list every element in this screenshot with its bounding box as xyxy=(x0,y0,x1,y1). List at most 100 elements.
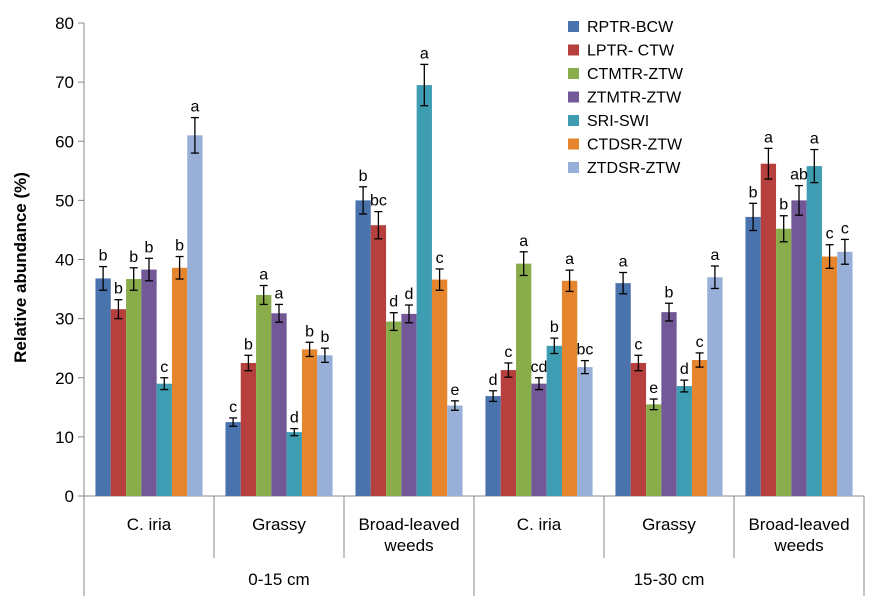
significance-letter: b xyxy=(114,281,123,298)
legend-label: LPTR- CTW xyxy=(587,43,675,60)
bar xyxy=(447,405,463,496)
category-label: C. iria xyxy=(127,515,172,534)
bar xyxy=(171,267,188,496)
bar xyxy=(561,280,578,496)
bar xyxy=(271,313,287,496)
significance-letter: d xyxy=(389,294,398,311)
legend-label: ZTMTR-ZTW xyxy=(587,90,682,107)
legend: RPTR-BCW LPTR- CTW CTMTR-ZTW ZTMTR-ZTW SRI-S… xyxy=(568,19,684,177)
bar xyxy=(630,362,647,496)
legend-label: CTMTR-ZTW xyxy=(587,66,684,83)
bar xyxy=(791,200,807,496)
group-label: 0-15 cm xyxy=(248,570,309,589)
bar xyxy=(516,263,532,496)
bar xyxy=(416,85,432,497)
bar xyxy=(806,166,822,496)
category-label: Grassy xyxy=(642,515,696,534)
significance-letter: b xyxy=(145,239,154,256)
category-label: C. iria xyxy=(517,515,562,534)
significance-letter: b xyxy=(99,248,108,265)
y-tick-label: 60 xyxy=(55,132,74,151)
category-label: weeds xyxy=(383,536,433,555)
bar xyxy=(615,283,631,496)
bar xyxy=(691,360,708,496)
category-label: Broad-leaved xyxy=(358,515,459,534)
bar xyxy=(546,345,562,496)
bar xyxy=(141,269,157,496)
bar xyxy=(485,396,501,496)
y-axis-title: Relative abundance (%) xyxy=(11,172,30,363)
y-tick-label: 70 xyxy=(55,73,74,92)
significance-letter: c xyxy=(634,336,642,353)
legend-swatch xyxy=(568,162,579,173)
y-tick-label: 30 xyxy=(55,310,74,329)
bar xyxy=(355,200,371,496)
category-label: Grassy xyxy=(252,515,306,534)
significance-letter: c xyxy=(696,334,704,351)
significance-letter: a xyxy=(519,233,528,250)
y-tick-label: 80 xyxy=(55,14,74,33)
bar xyxy=(661,312,677,496)
legend-swatch xyxy=(568,91,579,103)
significance-letter: d xyxy=(489,372,498,389)
significance-letter: c xyxy=(504,344,512,361)
significance-letter: d xyxy=(405,286,414,303)
significance-letter: c xyxy=(841,220,849,237)
significance-letter: b xyxy=(175,238,184,255)
bar xyxy=(431,279,448,496)
bar xyxy=(95,278,111,496)
legend-swatch xyxy=(568,115,579,126)
legend-label: CTDSR-ZTW xyxy=(587,137,683,154)
category-label: weeds xyxy=(773,536,823,555)
bar xyxy=(225,422,241,496)
bar xyxy=(110,309,127,496)
bar xyxy=(646,404,662,496)
significance-letter: b xyxy=(305,323,314,340)
y-tick-label: 40 xyxy=(55,251,74,270)
legend-swatch xyxy=(568,44,579,56)
significance-letter: d xyxy=(680,361,689,378)
significance-letter: a xyxy=(259,267,268,284)
significance-letter: e xyxy=(450,382,459,399)
legend-label: RPTR-BCW xyxy=(587,19,674,36)
significance-letter: bc xyxy=(576,342,593,359)
significance-letter: ab xyxy=(790,167,808,184)
legend-swatch xyxy=(568,138,579,150)
significance-letter: b xyxy=(779,197,788,214)
bar xyxy=(126,279,142,496)
significance-letter: a xyxy=(565,251,574,268)
significance-letter: a xyxy=(810,131,819,148)
legend-swatch xyxy=(568,68,579,79)
bar xyxy=(386,321,402,496)
bar xyxy=(531,383,547,496)
significance-letter: c xyxy=(229,399,237,416)
bar xyxy=(187,135,203,496)
bar xyxy=(240,362,257,496)
axes: 0 10 20 30 40 50 60 70 80 Relative abundance (%) C… xyxy=(11,14,865,596)
bar xyxy=(821,256,838,496)
significance-letter: a xyxy=(710,247,719,264)
bars xyxy=(95,63,853,497)
significance-letter: c xyxy=(826,226,834,243)
significance-letter: cd xyxy=(531,359,548,376)
significance-letter: a xyxy=(420,45,429,62)
bar xyxy=(156,383,172,496)
significance-letter: b xyxy=(129,249,138,266)
significance-letter: c xyxy=(160,359,168,376)
legend-label: SRI-SWI xyxy=(587,113,649,130)
bar xyxy=(500,370,517,496)
y-tick-label: 10 xyxy=(55,428,74,447)
y-tick-label: 0 xyxy=(65,487,74,506)
significance-letter: b xyxy=(359,168,368,185)
y-tick-label: 20 xyxy=(55,369,74,388)
significance-letter: c xyxy=(436,250,444,267)
y-tick-label: 50 xyxy=(55,191,74,210)
significance-letter: b xyxy=(665,284,674,301)
significance-letter: b xyxy=(320,329,329,346)
bar xyxy=(301,349,318,496)
significance-letter: e xyxy=(649,380,658,397)
bar xyxy=(760,163,777,496)
bar xyxy=(370,225,387,496)
